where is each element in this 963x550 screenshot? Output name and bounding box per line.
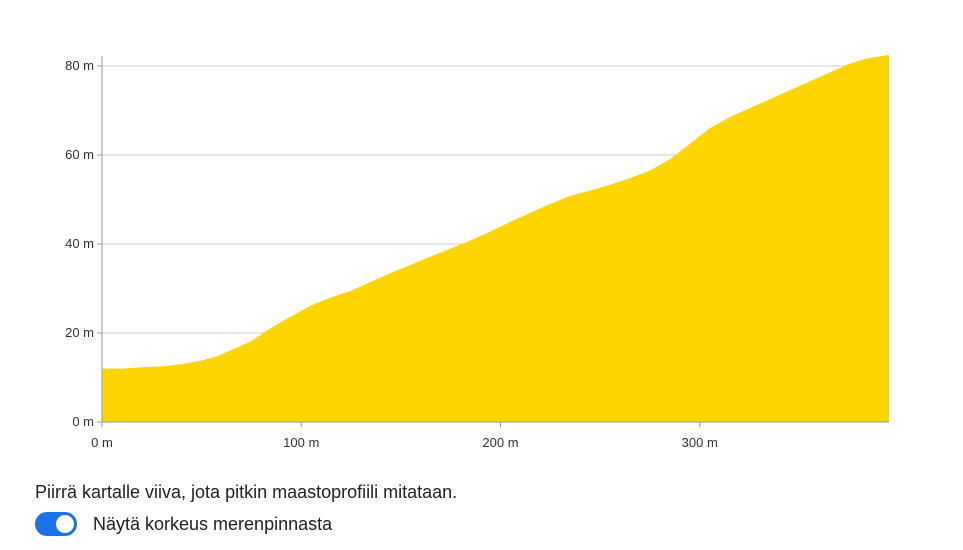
y-tick-label: 60 m (65, 147, 94, 162)
toggle-knob (56, 515, 74, 533)
y-tick-label: 20 m (65, 325, 94, 340)
sea-level-toggle-label: Näytä korkeus merenpinnasta (93, 513, 333, 534)
x-tick-label: 0 m (91, 435, 113, 450)
x-tick-label: 300 m (682, 435, 718, 450)
y-axis-ticks: 0 m 20 m 40 m 60 m 80 m (65, 58, 102, 429)
y-tick-label: 0 m (72, 414, 94, 429)
profile-instruction-text: Piirrä kartalle viiva, jota pitkin maast… (35, 482, 458, 502)
y-tick-label: 80 m (65, 58, 94, 73)
x-axis-ticks: 0 m 100 m 200 m 300 m (91, 422, 718, 450)
sea-level-toggle-row: Näytä korkeus merenpinnasta (35, 512, 332, 536)
x-tick-label: 200 m (482, 435, 518, 450)
elevation-area (102, 54, 889, 423)
y-tick-label: 40 m (65, 236, 94, 251)
x-tick-label: 100 m (283, 435, 319, 450)
sea-level-toggle[interactable] (35, 512, 77, 536)
elevation-profile-chart: 0 m 100 m 200 m 300 m 0 m 20 m 40 m 60 m 80 m (65, 54, 889, 450)
